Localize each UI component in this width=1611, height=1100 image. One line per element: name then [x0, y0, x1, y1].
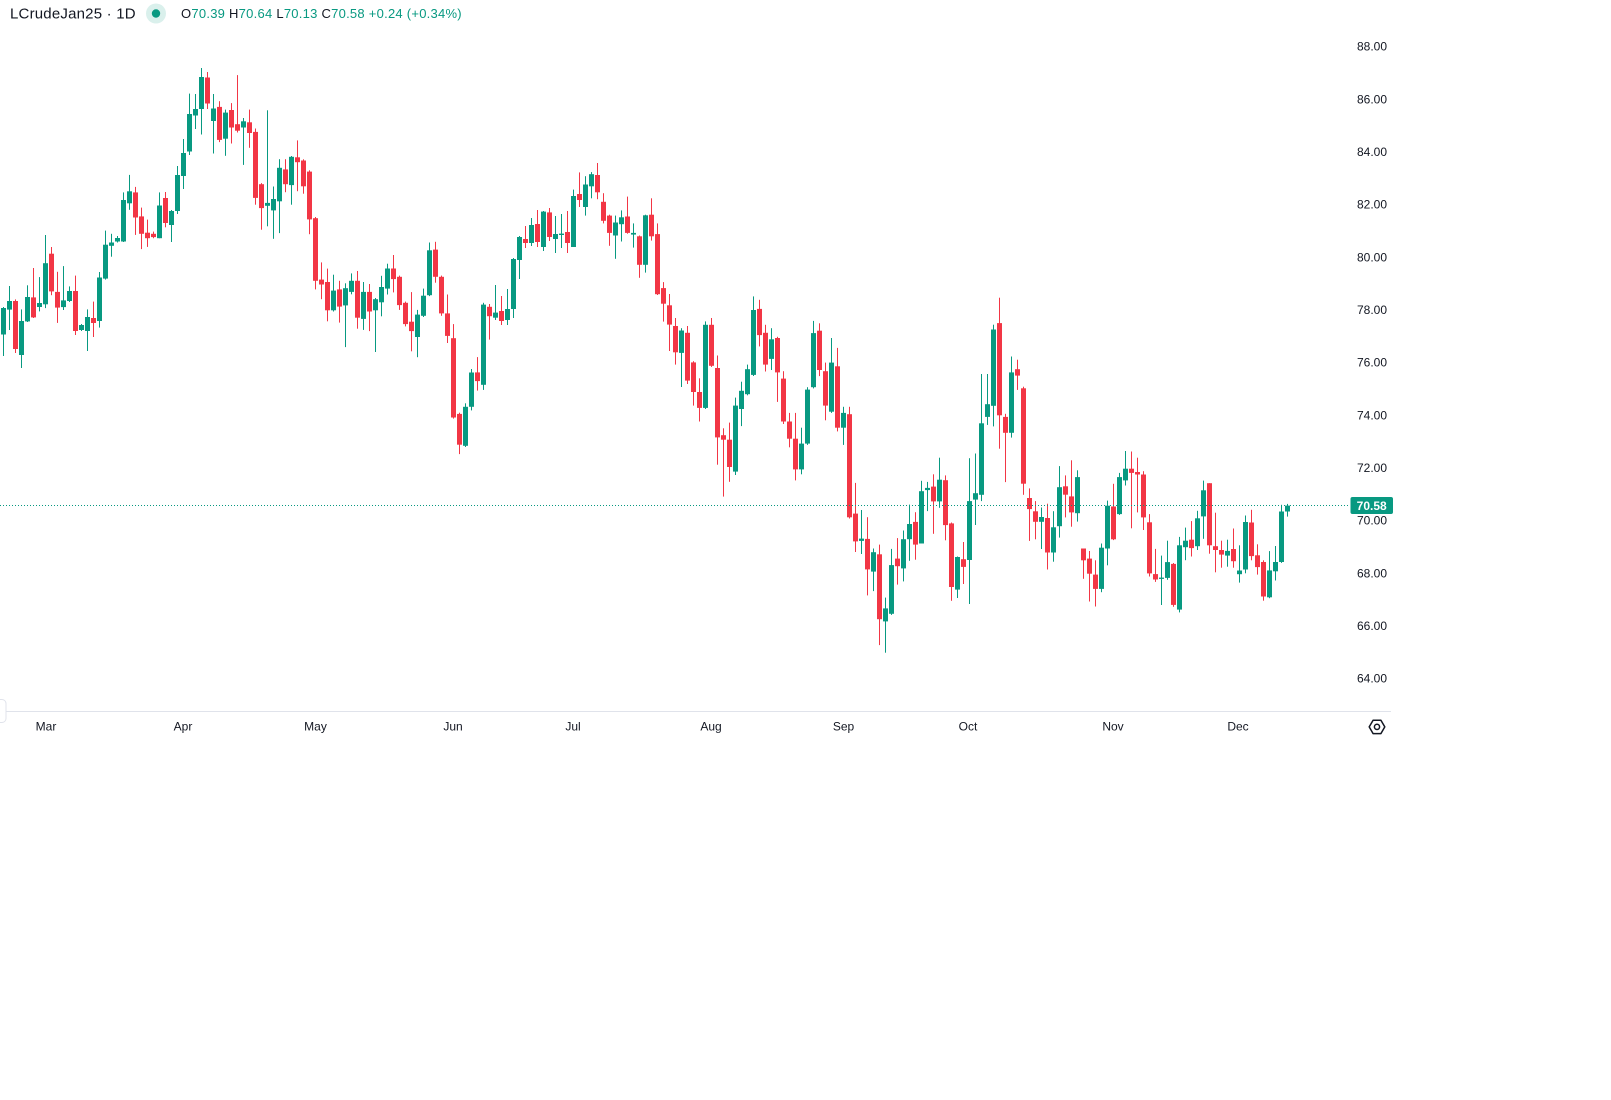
svg-text:70.00: 70.00 — [1357, 514, 1387, 528]
svg-text:Mar: Mar — [36, 720, 57, 734]
svg-text:Jul: Jul — [565, 720, 580, 734]
svg-text:LCrudeJan25 · 1D: LCrudeJan25 · 1D — [10, 6, 136, 23]
svg-text:88.00: 88.00 — [1357, 40, 1387, 54]
svg-text:78.00: 78.00 — [1357, 303, 1387, 317]
svg-text:66.00: 66.00 — [1357, 619, 1387, 633]
svg-text:Nov: Nov — [1102, 720, 1123, 734]
svg-text:68.00: 68.00 — [1357, 566, 1387, 580]
svg-text:64.00: 64.00 — [1357, 672, 1387, 686]
svg-text:84.00: 84.00 — [1357, 145, 1387, 159]
svg-text:82.00: 82.00 — [1357, 198, 1387, 212]
svg-text:72.00: 72.00 — [1357, 461, 1387, 475]
svg-text:70.58: 70.58 — [1357, 499, 1387, 513]
svg-text:Oct: Oct — [959, 720, 978, 734]
svg-text:76.00: 76.00 — [1357, 356, 1387, 370]
svg-text:O70.39 H70.64 L70.13 C70.58 +0: O70.39 H70.64 L70.13 C70.58 +0.24 (+0.34… — [181, 6, 462, 21]
svg-text:Jun: Jun — [443, 720, 462, 734]
svg-text:Dec: Dec — [1227, 720, 1248, 734]
svg-text:74.00: 74.00 — [1357, 408, 1387, 422]
svg-text:Apr: Apr — [174, 720, 193, 734]
svg-text:Aug: Aug — [700, 720, 721, 734]
svg-text:Sep: Sep — [833, 720, 855, 734]
svg-text:80.00: 80.00 — [1357, 250, 1387, 264]
svg-text:86.00: 86.00 — [1357, 92, 1387, 106]
svg-text:May: May — [304, 720, 327, 734]
